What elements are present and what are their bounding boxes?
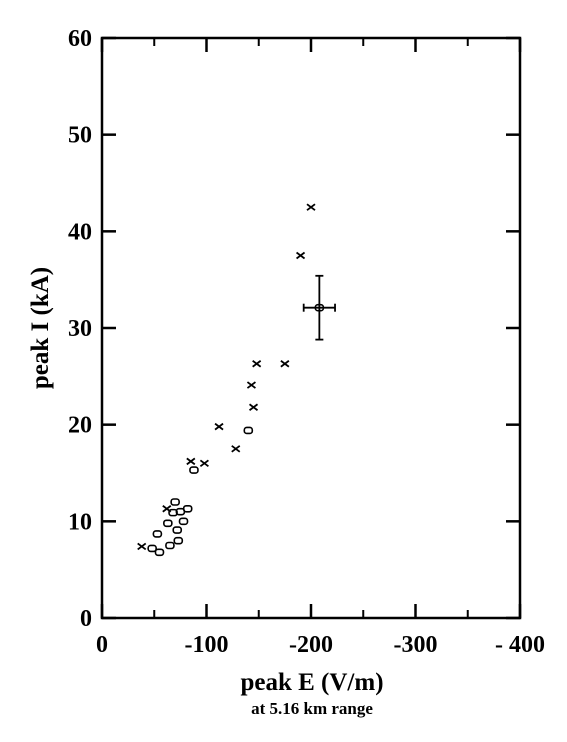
x-tick-label: -300 <box>394 632 438 658</box>
data-point-x <box>246 381 256 389</box>
data-point-o <box>189 466 199 474</box>
y-tick-label: 40 <box>68 219 92 245</box>
y-tick-label: 0 <box>80 606 92 632</box>
y-tick-label: 20 <box>68 413 92 439</box>
data-point-x <box>186 457 196 466</box>
data-point-x <box>252 360 262 368</box>
data-point-o <box>170 498 180 506</box>
x-axis-label: peak E (V/m) <box>240 669 383 696</box>
data-point-o <box>173 536 184 545</box>
x-tick-label: -100 <box>185 632 229 658</box>
x-axis-sublabel: at 5.16 km range <box>251 699 373 718</box>
y-tick-label: 30 <box>68 316 92 342</box>
data-point-o <box>165 541 175 550</box>
data-point-x <box>306 203 316 211</box>
x-tick-label: - 400 <box>495 632 545 658</box>
data-point-x <box>214 422 224 431</box>
data-point-o <box>178 517 189 526</box>
data-point-o <box>182 504 193 513</box>
data-point-x <box>231 445 241 453</box>
data-point-o <box>243 426 254 435</box>
error-bar <box>302 274 336 341</box>
x-tick-label: 0 <box>96 632 108 658</box>
plot-frame <box>100 36 522 620</box>
data-point-x <box>280 360 290 368</box>
data-point-x <box>199 459 209 468</box>
y-tick-label: 50 <box>68 123 92 149</box>
data-point-o <box>152 530 163 538</box>
data-point-o <box>154 548 165 557</box>
y-tick-label: 60 <box>68 26 92 52</box>
data-point-x <box>137 542 147 551</box>
data-point-x <box>248 403 259 411</box>
data-point-x <box>296 251 306 260</box>
data-point-o <box>172 526 183 534</box>
y-axis-label: peak I (kA) <box>27 267 54 389</box>
data-point-o <box>147 544 157 553</box>
data-point-o <box>163 519 173 528</box>
y-tick-label: 10 <box>68 509 92 535</box>
x-tick-label: -200 <box>289 632 333 658</box>
